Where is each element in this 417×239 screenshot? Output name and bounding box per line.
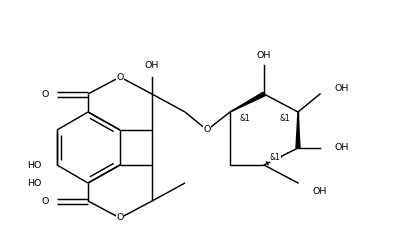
Text: OH: OH [335,143,349,152]
Polygon shape [296,112,300,148]
Text: HO: HO [28,179,42,188]
Text: OH: OH [335,83,349,92]
Text: HO: HO [28,161,42,169]
Text: OH: OH [145,60,159,70]
Text: O: O [116,72,124,81]
Text: &1: &1 [240,114,251,123]
Text: O: O [41,196,49,206]
Polygon shape [230,92,265,112]
Text: O: O [203,125,211,135]
Text: OH: OH [257,50,271,60]
Text: O: O [41,89,49,98]
Text: &1: &1 [270,152,281,162]
Text: O: O [116,213,124,223]
Text: &1: &1 [280,114,291,123]
Text: OH: OH [313,186,327,196]
